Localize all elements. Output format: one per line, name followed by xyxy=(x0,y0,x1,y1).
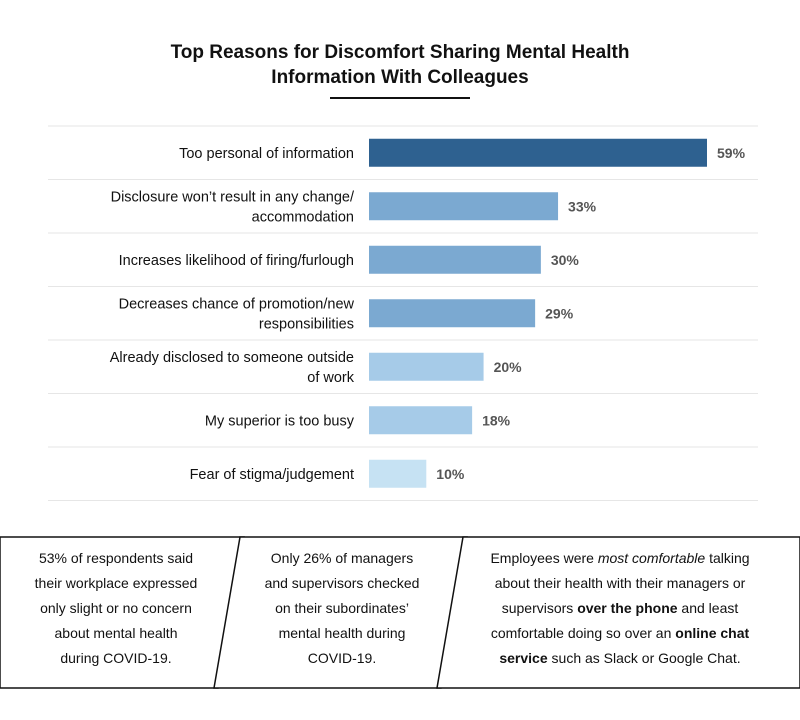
bar xyxy=(369,406,473,435)
value-label: 10% xyxy=(436,466,465,482)
panel-3-emphasis: most comfortable xyxy=(597,550,706,566)
category-label: Disclosure won’t result in any change/ xyxy=(111,189,355,205)
bar-chart: 59% Too personal of information 33% Disclos… xyxy=(48,125,758,501)
callout-panel-3: Employees were most comfortable talking … xyxy=(455,546,785,671)
panel-3-line-5: service such as Slack or Google Chat. xyxy=(455,646,785,671)
category-label: Increases likelihood of firing/furlough xyxy=(119,253,354,269)
panel-2-line: mental health during xyxy=(278,625,406,641)
panel-2-line: Only 26% of managers xyxy=(270,550,414,566)
panel-1-line: during COVID-19. xyxy=(60,650,172,666)
chart-title: Top Reasons for Discomfort Sharing Menta… xyxy=(0,40,800,90)
panel-3-text: supervisors xyxy=(501,600,578,616)
category-label: Too personal of information xyxy=(179,146,354,162)
callout-panel-1: 53% of respondents said their workplace … xyxy=(10,546,222,671)
callout-panel-2: Only 26% of managers and supervisors che… xyxy=(244,546,440,671)
category-label: Already disclosed to someone outside xyxy=(110,350,354,366)
value-label: 20% xyxy=(494,359,523,375)
value-label: 59% xyxy=(717,145,746,161)
chart-title-line-2: Information With Colleagues xyxy=(271,67,529,88)
category-label: Fear of stigma/judgement xyxy=(190,467,354,483)
panel-2-line: on their subordinates’ xyxy=(275,600,409,616)
bar xyxy=(369,138,707,167)
panel-3-line-4: comfortable doing so over an online chat xyxy=(455,621,785,646)
panel-3-line-2: about their health with their managers o… xyxy=(494,575,746,591)
panel-3-line-3: supervisors over the phone and least xyxy=(455,596,785,621)
category-label: accommodation xyxy=(252,209,354,225)
bar xyxy=(369,299,536,328)
category-label: responsibilities xyxy=(259,316,354,332)
value-label: 30% xyxy=(551,252,580,268)
panel-1-line: their workplace expressed xyxy=(34,575,198,591)
panel-3-line-1: Employees were most comfortable talking xyxy=(455,546,785,571)
panel-2-line: COVID-19. xyxy=(307,650,377,666)
panel-1-line: only slight or no concern xyxy=(40,600,192,616)
title-underline xyxy=(330,97,470,99)
category-label: of work xyxy=(307,370,354,386)
panel-3-text: talking xyxy=(705,550,750,566)
panel-3-bold: over the phone xyxy=(577,600,678,616)
bar xyxy=(369,352,484,381)
bar xyxy=(369,245,541,274)
panel-3-bold: service xyxy=(499,650,548,666)
category-label: My superior is too busy xyxy=(205,413,355,429)
panel-3-text: such as Slack or Google Chat. xyxy=(547,650,741,666)
category-label: Decreases chance of promotion/new xyxy=(119,296,355,312)
panel-2-line: and supervisors checked xyxy=(264,575,420,591)
value-label: 29% xyxy=(545,305,574,321)
panel-1-line: 53% of respondents said xyxy=(38,550,194,566)
callout-panel-3-frame xyxy=(436,536,800,689)
chart-title-line-1: Top Reasons for Discomfort Sharing Menta… xyxy=(170,42,630,63)
panel-3-text: and least xyxy=(677,600,739,616)
panel-3-text: comfortable doing so over an xyxy=(490,625,676,641)
bar xyxy=(369,459,427,488)
value-label: 33% xyxy=(568,198,597,214)
value-label: 18% xyxy=(482,412,511,428)
panel-3-text: Employees were xyxy=(490,550,598,566)
bar xyxy=(369,192,559,221)
panel-1-line: about mental health xyxy=(54,625,178,641)
panel-3-bold: online chat xyxy=(675,625,750,641)
